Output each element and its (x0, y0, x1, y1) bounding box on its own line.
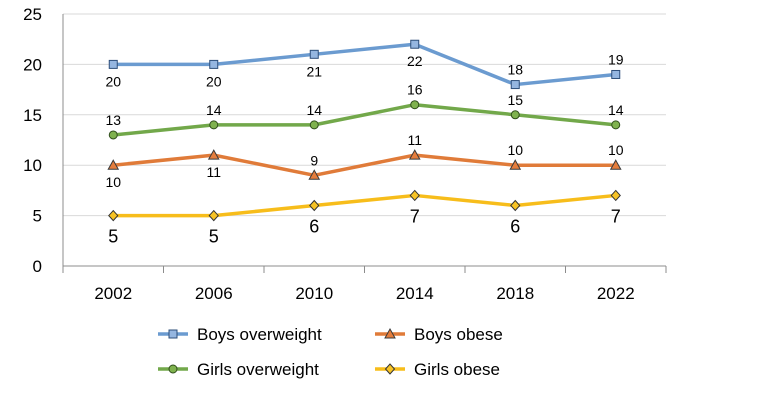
legend-item-girls-obese: Girls obese (375, 360, 500, 379)
boys-overweight-line (113, 42, 616, 87)
girls-overweight-data-label: 15 (507, 92, 523, 108)
boys-overweight-point (309, 49, 319, 59)
data-labels: 20 20 21 22 18 19 10 11 9 11 10 10 13 14 14 16 15 14 5 5 6 7 6… (105, 51, 623, 246)
boys-obese-point (207, 149, 220, 160)
girls-obese-data-label: 5 (108, 227, 118, 247)
y-axis: 0 5 10 15 20 25 (23, 5, 64, 276)
legend-label: Girls overweight (197, 360, 319, 379)
legend-label: Boys obese (414, 325, 503, 344)
x-tick-label: 2002 (94, 284, 132, 303)
legend-marker (168, 329, 178, 339)
girls-overweight-data-label: 14 (608, 102, 624, 118)
legend-item-boys-obese: Boys obese (375, 325, 503, 344)
boys-overweight-data-label: 20 (206, 73, 222, 89)
boys-obese-data-label: 10 (507, 142, 523, 158)
legend: Boys overweight Boys obese Girls overweigh… (158, 325, 503, 379)
girls-overweight-point (108, 130, 118, 140)
boys-obese-line (113, 153, 616, 178)
girls-overweight-point (309, 120, 319, 130)
boys-overweight-point (108, 59, 118, 69)
legend-marker (384, 327, 396, 339)
boys-obese-point (509, 159, 522, 170)
x-axis: 2002 2006 2010 2014 2018 2022 (62, 265, 667, 303)
girls-obese-data-label: 6 (510, 217, 520, 237)
girls-obese-point (208, 209, 219, 222)
series-boys-overweight (108, 39, 621, 90)
girls-overweight-line (113, 102, 616, 137)
boys-overweight-data-label: 18 (507, 62, 523, 78)
boys-overweight-point (209, 59, 219, 69)
girls-obese-line (113, 193, 616, 218)
series-girls-overweight (108, 100, 621, 140)
boys-obese-data-label: 9 (310, 152, 318, 168)
series-group (107, 39, 622, 222)
girls-obese-point (409, 189, 420, 202)
boys-overweight-point (410, 39, 420, 49)
legend-label: Girls obese (414, 360, 500, 379)
x-tick-label: 2010 (295, 284, 333, 303)
boys-obese-point (609, 159, 622, 170)
y-tick-label: 20 (23, 55, 42, 74)
boys-overweight-point (611, 69, 621, 79)
series-boys-obese (107, 149, 622, 180)
girls-overweight-point (209, 120, 219, 130)
y-tick-label: 25 (23, 5, 42, 24)
legend-item-boys-overweight: Boys overweight (158, 325, 322, 344)
girls-overweight-data-label: 16 (407, 82, 423, 98)
legend-marker (384, 363, 396, 375)
boys-obese-point (308, 169, 321, 180)
boys-obese-data-label: 11 (206, 164, 221, 180)
girls-overweight-point (611, 120, 621, 130)
girls-overweight-data-label: 14 (306, 102, 322, 118)
legend-marker (168, 364, 178, 374)
girls-obese-point (610, 189, 621, 202)
girls-obese-point (510, 199, 521, 212)
girls-overweight-point (510, 110, 520, 120)
girls-obese-data-label: 6 (309, 217, 319, 237)
y-tick-label: 10 (23, 156, 42, 175)
girls-obese-data-label: 5 (209, 227, 219, 247)
x-tick-label: 2014 (396, 284, 434, 303)
boys-obese-data-label: 10 (105, 174, 121, 190)
x-tick-label: 2022 (597, 284, 635, 303)
boys-overweight-data-label: 19 (608, 51, 624, 67)
boys-obese-point (107, 159, 120, 170)
girls-overweight-data-label: 13 (105, 112, 121, 128)
girls-obese-data-label: 7 (611, 206, 621, 226)
boys-obese-data-label: 10 (608, 142, 624, 158)
boys-overweight-point (510, 80, 520, 90)
girls-overweight-point (410, 100, 420, 110)
y-tick-label: 5 (33, 207, 42, 226)
legend-item-girls-overweight: Girls overweight (158, 360, 319, 379)
x-tick-label: 2018 (496, 284, 534, 303)
boys-overweight-data-label: 21 (306, 63, 322, 79)
boys-overweight-data-label: 20 (105, 73, 121, 89)
girls-obese-data-label: 7 (410, 206, 420, 226)
x-tick-label: 2006 (195, 284, 233, 303)
legend-label: Boys overweight (197, 325, 322, 344)
y-tick-label: 0 (33, 257, 42, 276)
boys-obese-data-label: 11 (407, 132, 422, 148)
girls-obese-point (108, 209, 119, 222)
girls-overweight-data-label: 14 (206, 102, 222, 118)
y-tick-label: 15 (23, 106, 42, 125)
boys-obese-point (408, 149, 421, 160)
series-girls-obese (108, 189, 621, 222)
girls-obese-point (309, 199, 320, 212)
boys-overweight-data-label: 22 (407, 53, 423, 69)
